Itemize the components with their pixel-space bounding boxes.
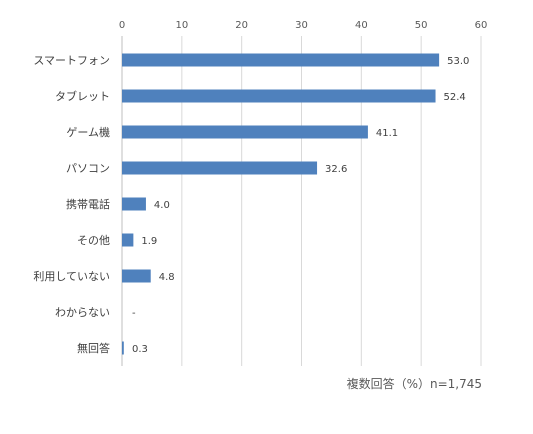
data-label: 32.6: [325, 164, 347, 175]
category-label: わからない: [55, 306, 110, 319]
bar: [122, 341, 124, 355]
gridlines: [121, 36, 482, 366]
data-label: 0.3: [132, 344, 148, 355]
category-label: スマートフォン: [33, 54, 110, 67]
bar: [122, 161, 318, 175]
data-label: -: [132, 308, 136, 319]
data-label: 52.4: [444, 92, 466, 103]
category-label: その他: [77, 234, 110, 247]
data-labels: 53.0 52.4 41.1 32.6 4.0 1.9 4.8 - 0.3: [132, 56, 469, 355]
x-axis-ticks: 0 10 20 30 40 50 60: [119, 20, 488, 31]
x-tick-label: 20: [235, 20, 248, 31]
bar: [122, 233, 134, 247]
category-label: パソコン: [66, 162, 110, 175]
bars: [122, 53, 440, 355]
bar: [122, 197, 146, 211]
category-labels: スマートフォンタブレットゲーム機パソコン携帯電話その他利用していないわからない無…: [33, 54, 110, 355]
category-label: 携帯電話: [66, 197, 110, 211]
x-tick-label: 0: [119, 20, 125, 31]
data-label: 1.9: [141, 236, 157, 247]
category-label: 利用していない: [33, 270, 110, 283]
chart-note: 複数回答（%）n=1,745: [347, 376, 482, 391]
data-label: 4.0: [154, 200, 170, 211]
bar: [122, 125, 368, 139]
category-label: ゲーム機: [66, 125, 110, 139]
data-label: 41.1: [376, 128, 398, 139]
x-tick-label: 60: [475, 20, 488, 31]
bar: [122, 89, 436, 103]
category-label: タブレット: [55, 89, 110, 103]
category-label: 無回答: [77, 341, 110, 355]
x-tick-label: 10: [175, 20, 188, 31]
bar: [122, 269, 151, 283]
x-tick-label: 30: [295, 20, 308, 31]
data-label: 4.8: [159, 272, 175, 283]
bar: [122, 53, 440, 67]
data-label: 53.0: [447, 56, 469, 67]
x-tick-label: 40: [355, 20, 368, 31]
x-tick-label: 50: [415, 20, 428, 31]
